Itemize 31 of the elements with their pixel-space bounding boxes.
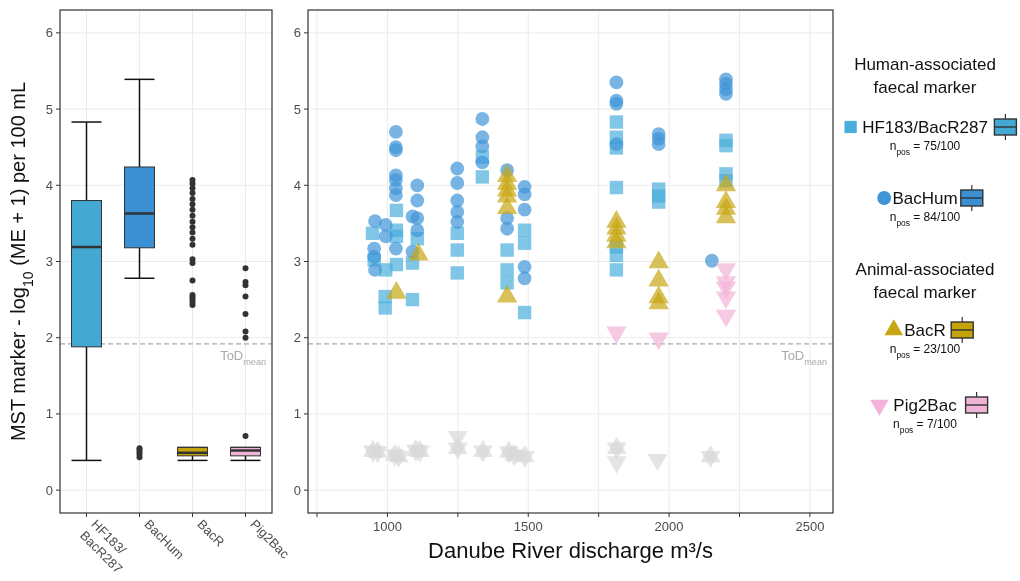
y-tick-label: 1 (293, 406, 301, 422)
ref-line-label: ToD$_{mean}$ (220, 347, 266, 367)
x-tick-label: 1500 (513, 519, 543, 534)
x-tick-label: 2000 (654, 519, 684, 534)
y-tick-label: 3 (45, 254, 53, 270)
legend-label: HF183/BacR287 (862, 117, 988, 137)
y-tick-label: 4 (45, 177, 53, 193)
y-tick-label: 4 (293, 177, 301, 193)
legend-label: BacR (904, 320, 946, 340)
text: Animal-associated faecal marker (855, 260, 995, 302)
legend-label: Pig2Bac (893, 395, 958, 415)
y-tick-label: 0 (293, 482, 301, 498)
x-tick-label: 1000 (372, 519, 402, 534)
y-tick-label: 5 (45, 101, 53, 117)
x-tick-label: 2500 (795, 519, 825, 534)
y-tick-label: 5 (293, 101, 301, 117)
x-axis-title: Danube River discharge m³/s (428, 538, 713, 563)
text: n$_{pos}$ = 84/100 (889, 210, 961, 228)
y-tick-label: 6 (293, 25, 301, 41)
text: n$_{pos}$ = 23/100 (889, 342, 961, 360)
y-tick-label: 2 (293, 330, 301, 346)
text: n$_{pos}$ = 7/100 (893, 417, 958, 435)
y-tick-label: 6 (45, 25, 53, 41)
text: n$_{pos}$ = 75/100 (889, 139, 961, 157)
y-tick-label: 2 (45, 330, 53, 346)
y-tick-label: 3 (293, 254, 301, 270)
text: Human-associated faecal marker (854, 55, 996, 97)
y-tick-label: 1 (45, 406, 53, 422)
legend-label: BacHum (892, 188, 958, 208)
ref-line-label: ToD$_{mean}$ (781, 347, 827, 367)
y-tick-label: 0 (45, 482, 53, 498)
